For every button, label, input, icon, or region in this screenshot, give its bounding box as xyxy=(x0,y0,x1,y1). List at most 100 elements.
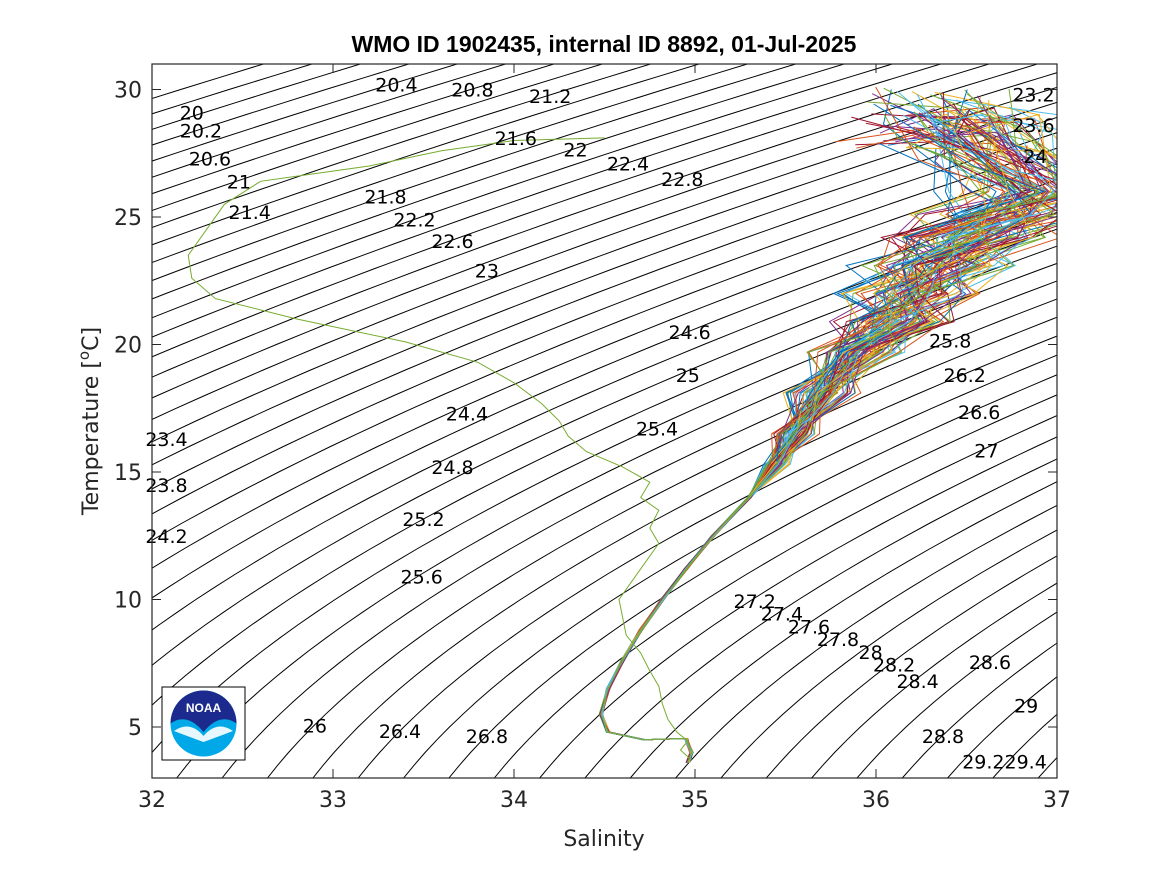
x-tick-label-0: 32 xyxy=(138,788,166,813)
isopycnal-line-20 xyxy=(152,116,1057,466)
isopycnal-line-38 xyxy=(539,436,1057,778)
isopycnal-line-10 xyxy=(152,64,750,264)
isopycnal-label-4: 20.2 xyxy=(180,120,222,142)
isopycnal-label-34: 27.4 xyxy=(761,604,803,626)
isopycnal-label-8: 22.4 xyxy=(607,153,649,175)
isopycnal-line-26 xyxy=(152,211,1057,631)
isopycnal-label-43: 26.4 xyxy=(379,721,421,743)
isopycnal-label-46: 29.229.4 xyxy=(962,751,1047,773)
x-tick-label-4: 36 xyxy=(862,788,890,813)
isopycnal-label-12: 21.4 xyxy=(229,202,271,224)
isopycnal-label-37: 28 xyxy=(859,642,883,664)
isopycnal-label-10: 22.8 xyxy=(661,169,703,191)
isopycnal-line-19 xyxy=(152,101,1057,443)
isopycnal-label-18: 24 xyxy=(1023,146,1047,168)
isopycnal-line-8 xyxy=(152,64,653,229)
chart-title: WMO ID 1902435, internal ID 8892, 01-Jul… xyxy=(352,31,857,57)
isopycnal-line-6 xyxy=(152,64,556,195)
isopycnal-label-29: 23.8 xyxy=(145,475,187,497)
isopycnal-label-15: 23 xyxy=(475,261,499,283)
isopycnal-line-14 xyxy=(152,64,943,338)
isopycnal-line-25 xyxy=(152,195,1057,599)
isopycnal-line-17 xyxy=(152,72,1057,399)
y-axis-ticks: 5 10 15 20 25 30 xyxy=(114,79,1057,741)
isopycnal-label-39: 28.6 xyxy=(969,652,1011,674)
isopycnal-label-24: 26.6 xyxy=(958,402,1000,424)
isopycnal-label-26: 23.4 xyxy=(145,429,187,451)
series-line-0 xyxy=(187,137,692,761)
profile-line-88 xyxy=(601,93,1057,763)
isopycnal-label-32: 25.6 xyxy=(401,567,443,589)
isopycnal-line-45 xyxy=(856,611,1057,778)
isopycnal-line-7 xyxy=(152,64,604,212)
y-tick-label-3: 20 xyxy=(114,334,142,359)
isopycnal-label-22: 26.2 xyxy=(944,365,986,387)
y-tick-label-1: 10 xyxy=(114,589,142,614)
y-axis-label-unit: C] xyxy=(79,327,104,351)
isopycnal-line-39 xyxy=(584,458,1057,778)
isopycnal-label-21: 25 xyxy=(676,365,700,387)
isopycnal-label-35: 27.6 xyxy=(788,616,830,638)
isopycnal-line-21 xyxy=(152,132,1057,490)
series-line-1 xyxy=(600,150,1041,763)
isopycnal-line-36 xyxy=(448,394,1057,778)
plot-area xyxy=(152,64,1057,778)
isopycnal-line-9 xyxy=(152,64,701,246)
isopycnal-line-13 xyxy=(152,64,895,319)
x-axis-label: Salinity xyxy=(563,827,644,852)
isopycnal-label-45: 28.8 xyxy=(922,726,964,748)
x-tick-label-5: 37 xyxy=(1043,788,1071,813)
x-tick-label-3: 35 xyxy=(681,788,709,813)
isopycnal-label-33: 27.2 xyxy=(734,591,776,613)
isopycnal-label-25: 25.4 xyxy=(636,419,678,441)
isopycnal-label-0: 20.4 xyxy=(375,74,417,96)
isopycnal-label-20: 25.8 xyxy=(929,331,971,353)
y-tick-label-2: 15 xyxy=(114,461,142,486)
isopycnal-label-5: 21.6 xyxy=(495,128,537,150)
isopycnal-line-11 xyxy=(152,64,798,282)
noaa-logo: NOAA xyxy=(161,686,246,761)
isopycnal-label-1: 20.8 xyxy=(451,80,493,102)
isopycnal-label-42: 26 xyxy=(303,716,327,738)
isopycnal-label-28: 24.8 xyxy=(431,457,473,479)
isopycnal-label-31: 24.2 xyxy=(145,526,187,548)
y-axis-label: Temperature [oC] xyxy=(75,327,104,516)
isopycnal-line-30 xyxy=(176,280,1057,778)
isopycnal-line-18 xyxy=(152,86,1057,421)
isopycnal-line-31 xyxy=(221,298,1057,778)
isopycnal-label-11: 21.8 xyxy=(364,187,406,209)
isopycnal-label-3: 20 xyxy=(180,102,204,124)
y-tick-label-5: 30 xyxy=(114,79,142,104)
isopycnal-line-43 xyxy=(765,555,1057,778)
profile-lines xyxy=(187,86,1057,763)
isopycnal-line-16 xyxy=(152,64,1040,378)
isopycnal-label-2: 21.2 xyxy=(529,86,571,108)
isopycnal-line-27 xyxy=(152,228,1057,666)
isopycnal-label-30: 25.2 xyxy=(402,509,444,531)
isopycnal-line-33 xyxy=(312,335,1057,778)
isopycnal-label-40: 28.4 xyxy=(896,671,938,693)
isopycnal-line-46 xyxy=(901,642,1057,778)
y-axis-label-text: Temperature [ xyxy=(79,360,104,516)
noaa-logo-text: NOAA xyxy=(186,701,222,715)
isopycnal-label-38: 28.2 xyxy=(873,655,915,677)
isopycnal-line-42 xyxy=(720,529,1057,778)
axes-frame xyxy=(151,63,1058,779)
isopycnal-label-16: 23.2 xyxy=(1012,85,1054,107)
isopycnal-line-15 xyxy=(152,64,991,358)
isopycnal-line-40 xyxy=(629,481,1057,778)
x-axis-ticks: 32 33 34 35 36 37 xyxy=(138,64,1071,813)
isopycnal-label-27: 27 xyxy=(974,440,998,462)
isopycnal-line-35 xyxy=(402,374,1057,778)
isopycnal-label-9: 21 xyxy=(227,171,251,193)
isopycnal-label-44: 26.8 xyxy=(466,726,508,748)
isopycnal-label-13: 22.2 xyxy=(393,210,435,232)
isopycnal-line-29 xyxy=(152,262,1057,754)
isopycnal-line-28 xyxy=(152,245,1057,706)
isopycnal-line-34 xyxy=(357,354,1057,778)
isopycnal-line-37 xyxy=(493,415,1057,778)
isopycnal-label-6: 22 xyxy=(563,139,587,161)
y-tick-label-0: 5 xyxy=(128,716,142,741)
